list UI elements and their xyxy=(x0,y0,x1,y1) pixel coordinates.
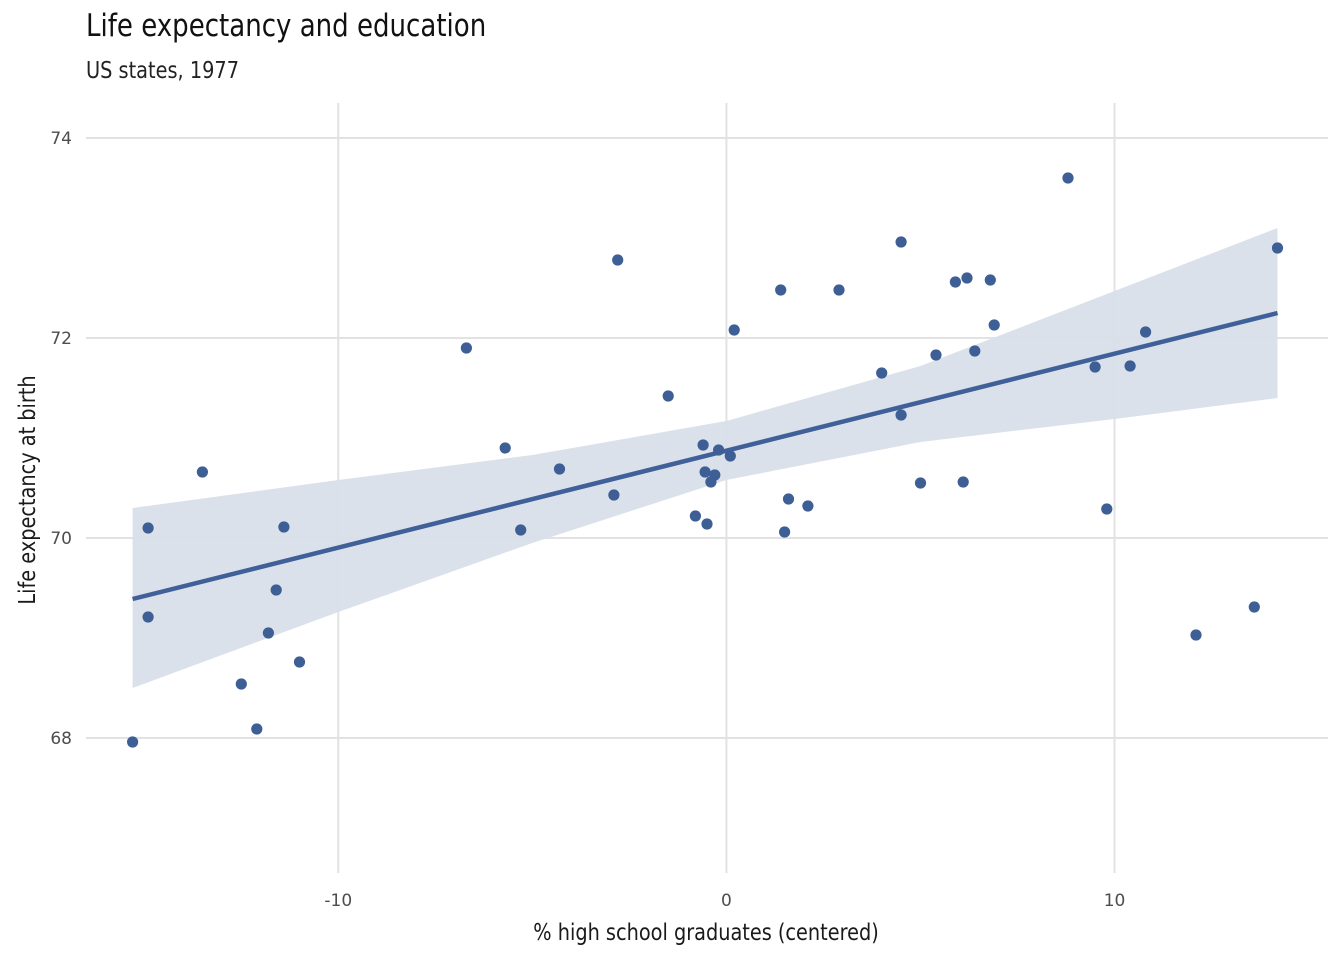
data-point-49 xyxy=(1248,601,1260,613)
data-point-44 xyxy=(1089,361,1101,373)
data-point-19 xyxy=(697,439,709,451)
fit-line-layer xyxy=(132,310,1279,602)
data-point-27 xyxy=(775,284,787,296)
data-point-20 xyxy=(699,466,711,478)
y-tick-label-74: 74 xyxy=(50,129,72,149)
data-point-13 xyxy=(515,524,527,536)
x-tick-label-0: 0 xyxy=(721,891,732,911)
grid-layer xyxy=(86,103,1328,873)
data-point-16 xyxy=(612,254,624,266)
data-point-30 xyxy=(802,500,814,512)
data-point-4 xyxy=(196,466,208,478)
tick-label-layer: -10 0 10 68 70 72 74 xyxy=(50,129,1125,911)
x-tick-label--10: -10 xyxy=(324,891,352,911)
data-point-38 xyxy=(957,476,969,488)
data-point-36 xyxy=(930,349,942,361)
data-point-21 xyxy=(701,518,713,530)
data-point-32 xyxy=(876,367,888,379)
data-point-24 xyxy=(713,444,725,456)
data-point-28 xyxy=(779,526,791,538)
data-point-29 xyxy=(782,493,795,505)
points-layer xyxy=(127,172,1284,748)
data-point-43 xyxy=(1062,172,1074,184)
data-point-25 xyxy=(724,450,736,462)
data-point-35 xyxy=(914,477,927,489)
data-point-6 xyxy=(251,723,263,735)
y-axis-title: Life expectancy at birth xyxy=(14,375,41,604)
data-point-18 xyxy=(689,510,702,522)
data-point-48 xyxy=(1190,629,1202,641)
data-point-2 xyxy=(142,522,154,534)
data-point-42 xyxy=(988,319,1000,331)
data-point-9 xyxy=(278,521,290,533)
data-point-17 xyxy=(662,390,674,402)
data-point-14 xyxy=(553,463,566,475)
data-point-47 xyxy=(1140,326,1152,338)
x-tick-label-10: 10 xyxy=(1104,891,1126,911)
regression-line xyxy=(132,310,1279,602)
x-axis-title: % high school graduates (centered) xyxy=(533,919,879,946)
y-tick-label-68: 68 xyxy=(50,729,72,749)
data-point-33 xyxy=(895,236,907,248)
chart-title: Life expectancy and education xyxy=(86,8,487,44)
data-point-46 xyxy=(1124,360,1136,372)
data-point-3 xyxy=(142,611,154,623)
data-point-5 xyxy=(235,678,247,690)
data-point-11 xyxy=(460,342,472,354)
chart-subtitle: US states, 1977 xyxy=(86,58,240,84)
data-point-41 xyxy=(984,274,996,286)
data-point-23 xyxy=(709,469,721,481)
data-point-39 xyxy=(961,272,973,284)
y-tick-label-72: 72 xyxy=(50,329,72,349)
data-point-50 xyxy=(1271,242,1284,254)
data-point-45 xyxy=(1101,503,1113,515)
data-point-12 xyxy=(499,442,511,454)
data-point-10 xyxy=(293,656,306,668)
y-tick-label-70: 70 xyxy=(50,529,72,549)
data-point-15 xyxy=(608,489,620,501)
data-point-1 xyxy=(127,736,139,748)
data-point-31 xyxy=(833,284,845,296)
data-point-26 xyxy=(728,324,740,336)
data-point-8 xyxy=(270,584,282,596)
data-point-37 xyxy=(949,276,962,288)
data-point-34 xyxy=(895,409,907,421)
data-point-40 xyxy=(969,345,981,357)
data-point-7 xyxy=(262,627,274,639)
